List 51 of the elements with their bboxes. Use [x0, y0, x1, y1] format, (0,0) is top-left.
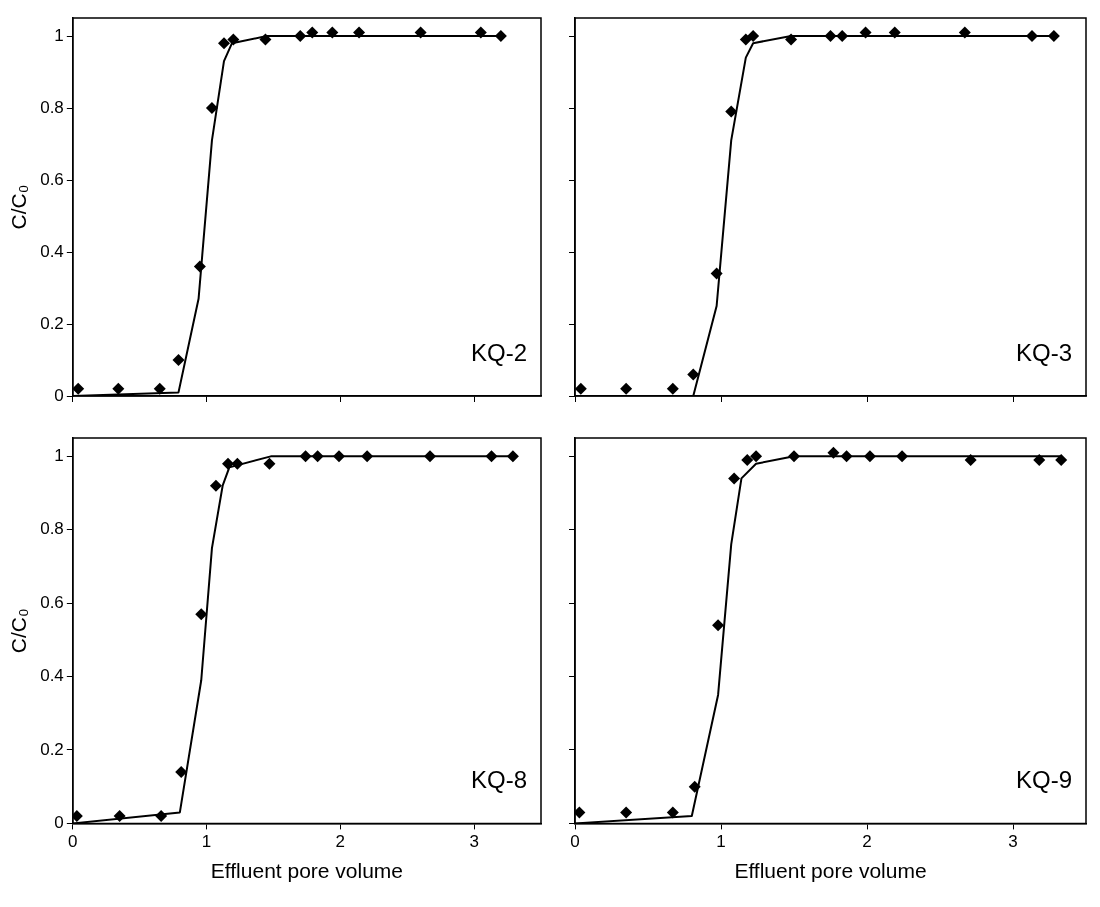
y-tick-label: 0	[54, 385, 64, 405]
point	[666, 382, 679, 395]
point	[172, 354, 185, 366]
y-axis-title: C/C₀	[7, 184, 31, 230]
x-tick-label: 0	[68, 832, 78, 852]
x-tick-label: 1	[716, 832, 726, 852]
y-tick-label: 1	[54, 25, 64, 45]
x-tick-label: 1	[201, 832, 212, 852]
point	[620, 806, 633, 819]
point	[666, 806, 679, 819]
y-tick-label: 0	[54, 813, 64, 833]
x-tick-label: 2	[862, 832, 872, 852]
x-tick-label: 0	[570, 832, 580, 852]
y-tick-label: 0.4	[40, 241, 64, 261]
x-tick-label: 2	[335, 832, 346, 852]
x-tick-label: 3	[469, 832, 479, 852]
annotation: KQ-2	[470, 338, 527, 366]
point	[209, 479, 222, 492]
annotation: KQ-3	[1015, 338, 1072, 366]
point	[195, 608, 208, 621]
point	[575, 382, 587, 395]
point	[750, 450, 763, 463]
point	[741, 454, 754, 467]
y-tick-label: 0.8	[40, 519, 64, 539]
x-tick-label: 3	[1008, 832, 1018, 852]
point	[575, 806, 586, 819]
point	[112, 382, 125, 395]
point	[620, 382, 633, 395]
annotation: KQ-9	[1015, 766, 1072, 794]
y-tick-label: 0.4	[40, 666, 64, 686]
x-axis-title: Effluent pore volume	[210, 859, 404, 883]
y-axis-title: C/C₀	[7, 608, 31, 654]
y-tick-label: 1	[54, 446, 64, 466]
y-tick-label: 0.6	[40, 592, 64, 612]
annotation: KQ-8	[470, 766, 527, 794]
point	[205, 102, 218, 114]
point	[72, 810, 83, 823]
point	[712, 619, 725, 632]
point	[1055, 454, 1068, 467]
point	[747, 30, 760, 42]
y-tick-label: 0.2	[40, 739, 64, 759]
point	[72, 382, 85, 395]
x-axis-title: Effluent pore volume	[734, 859, 927, 883]
y-tick-label: 0.8	[40, 97, 64, 117]
y-tick-label: 0.6	[40, 169, 64, 189]
point	[263, 457, 276, 470]
point	[739, 33, 752, 46]
y-tick-label: 0.2	[40, 313, 64, 333]
point	[725, 105, 738, 118]
point	[217, 37, 230, 50]
point	[728, 472, 741, 485]
